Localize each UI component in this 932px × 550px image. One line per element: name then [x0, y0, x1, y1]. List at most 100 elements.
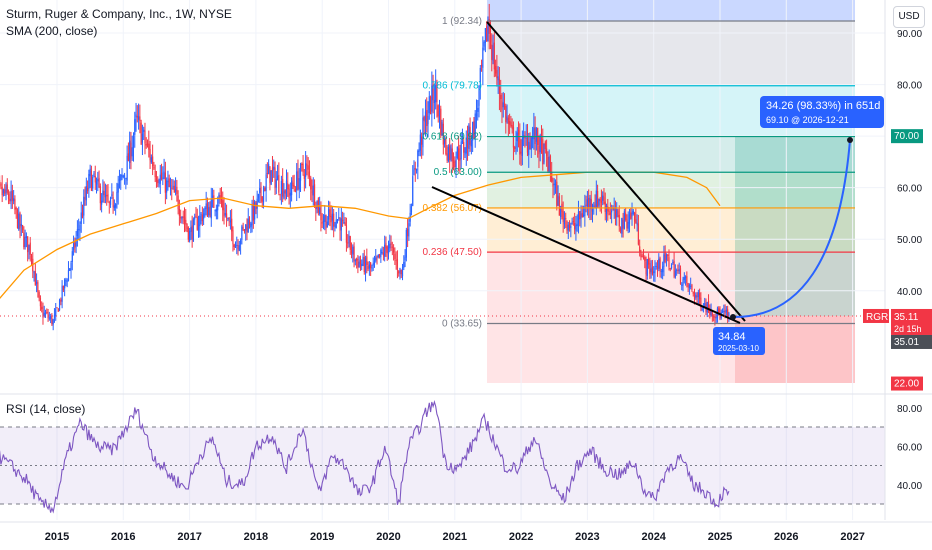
candle-body — [57, 308, 59, 312]
candle-body — [89, 168, 91, 177]
candle-body — [79, 225, 81, 232]
candle-body — [630, 212, 632, 219]
candle-body — [503, 103, 506, 108]
candle-body — [556, 181, 558, 207]
candle-body — [389, 243, 391, 249]
candle-body — [440, 108, 442, 136]
candle-body — [649, 263, 651, 274]
candle-body — [347, 242, 349, 244]
candle-body — [364, 258, 367, 274]
target-price-label[interactable]: 70.00 — [891, 129, 923, 144]
candle-body — [83, 196, 85, 216]
candle-body — [543, 143, 545, 163]
candle-body — [197, 224, 200, 231]
candle-body — [381, 251, 383, 253]
candle-body — [30, 255, 33, 260]
candle-body — [659, 258, 661, 272]
candle-body — [90, 170, 93, 191]
candle-body — [315, 207, 317, 210]
candle-body — [691, 284, 693, 291]
candle-body — [641, 255, 643, 257]
candle-body — [192, 219, 195, 242]
candle-body — [285, 180, 288, 197]
candle-body — [172, 186, 174, 188]
candle-body — [166, 180, 168, 193]
candle-body — [664, 252, 666, 262]
candle-body — [639, 246, 641, 253]
candle-body — [531, 137, 534, 140]
candle-body — [609, 212, 611, 215]
candle-body — [646, 259, 648, 276]
candle-body — [617, 211, 619, 215]
sma-legend[interactable]: SMA (200, close) — [6, 24, 98, 38]
candle-body — [707, 301, 710, 311]
price-tick-label: 80.00 — [897, 81, 922, 92]
projection-headline: 34.26 (98.33%) in 651d — [766, 100, 880, 112]
candle-body — [367, 266, 369, 270]
candle-body — [687, 283, 689, 288]
candle-body — [288, 188, 290, 199]
candle-body — [222, 200, 224, 211]
candle-body — [459, 158, 461, 161]
candle-body — [465, 137, 467, 154]
candle-body — [153, 167, 155, 169]
stop-price-label[interactable]: 22.00 — [891, 376, 923, 391]
candle-body — [14, 199, 16, 210]
candle-body — [701, 308, 703, 310]
chart-title: Sturm, Ruger & Company, Inc., 1W, NYSE — [6, 7, 232, 21]
candle-body — [688, 284, 690, 289]
candle-body — [593, 205, 595, 207]
candle-body — [597, 190, 599, 207]
candle-body — [570, 225, 572, 228]
candle-body — [396, 259, 399, 271]
projection-callout[interactable]: 34.26 (98.33%) in 651d 69.10 @ 2026-12-21 — [760, 96, 884, 128]
candle-body — [478, 86, 480, 106]
candle-body — [670, 264, 673, 269]
candle-body — [141, 133, 144, 143]
candle-body — [424, 111, 427, 123]
candle-body — [514, 147, 516, 149]
candle-body — [479, 67, 481, 84]
candle-body — [171, 187, 173, 189]
candle-body — [245, 224, 247, 231]
candle-body — [390, 242, 392, 246]
candle-body — [302, 163, 304, 173]
candle-body — [706, 302, 708, 313]
candle-body — [268, 164, 270, 174]
candle-body — [632, 210, 634, 215]
candle-body — [491, 44, 493, 60]
rsi-legend[interactable]: RSI (14, close) — [6, 402, 86, 416]
wedge-lower-trendline[interactable] — [431, 186, 741, 324]
candle-body — [246, 226, 248, 233]
candle-body — [492, 45, 494, 62]
candle-body — [502, 102, 504, 108]
candle-body — [700, 297, 702, 308]
candle-body — [585, 204, 587, 207]
candle-body — [669, 268, 671, 270]
projection-arc[interactable] — [732, 139, 851, 319]
candle-body — [76, 229, 78, 237]
candle-body — [528, 141, 530, 156]
candle-body — [662, 266, 664, 273]
candle-body — [223, 207, 225, 217]
secondary-price-label[interactable]: 35.01 — [891, 334, 932, 349]
candle-body — [62, 285, 64, 291]
candle-body — [336, 219, 339, 222]
candle-body — [724, 310, 726, 314]
rsi-line[interactable] — [0, 400, 730, 514]
candle-body — [539, 135, 541, 153]
price-tick-label: 50.00 — [897, 235, 922, 246]
wedge-upper-trendline[interactable] — [486, 21, 746, 322]
candle-body — [495, 65, 497, 74]
currency-button[interactable]: USD — [893, 6, 925, 28]
candle-body — [145, 144, 147, 146]
candle-body — [400, 269, 402, 275]
candle-body — [566, 221, 568, 231]
candle-body — [384, 244, 386, 257]
candle-body — [449, 145, 451, 160]
candle-body — [686, 276, 688, 284]
candle-body — [489, 35, 492, 43]
